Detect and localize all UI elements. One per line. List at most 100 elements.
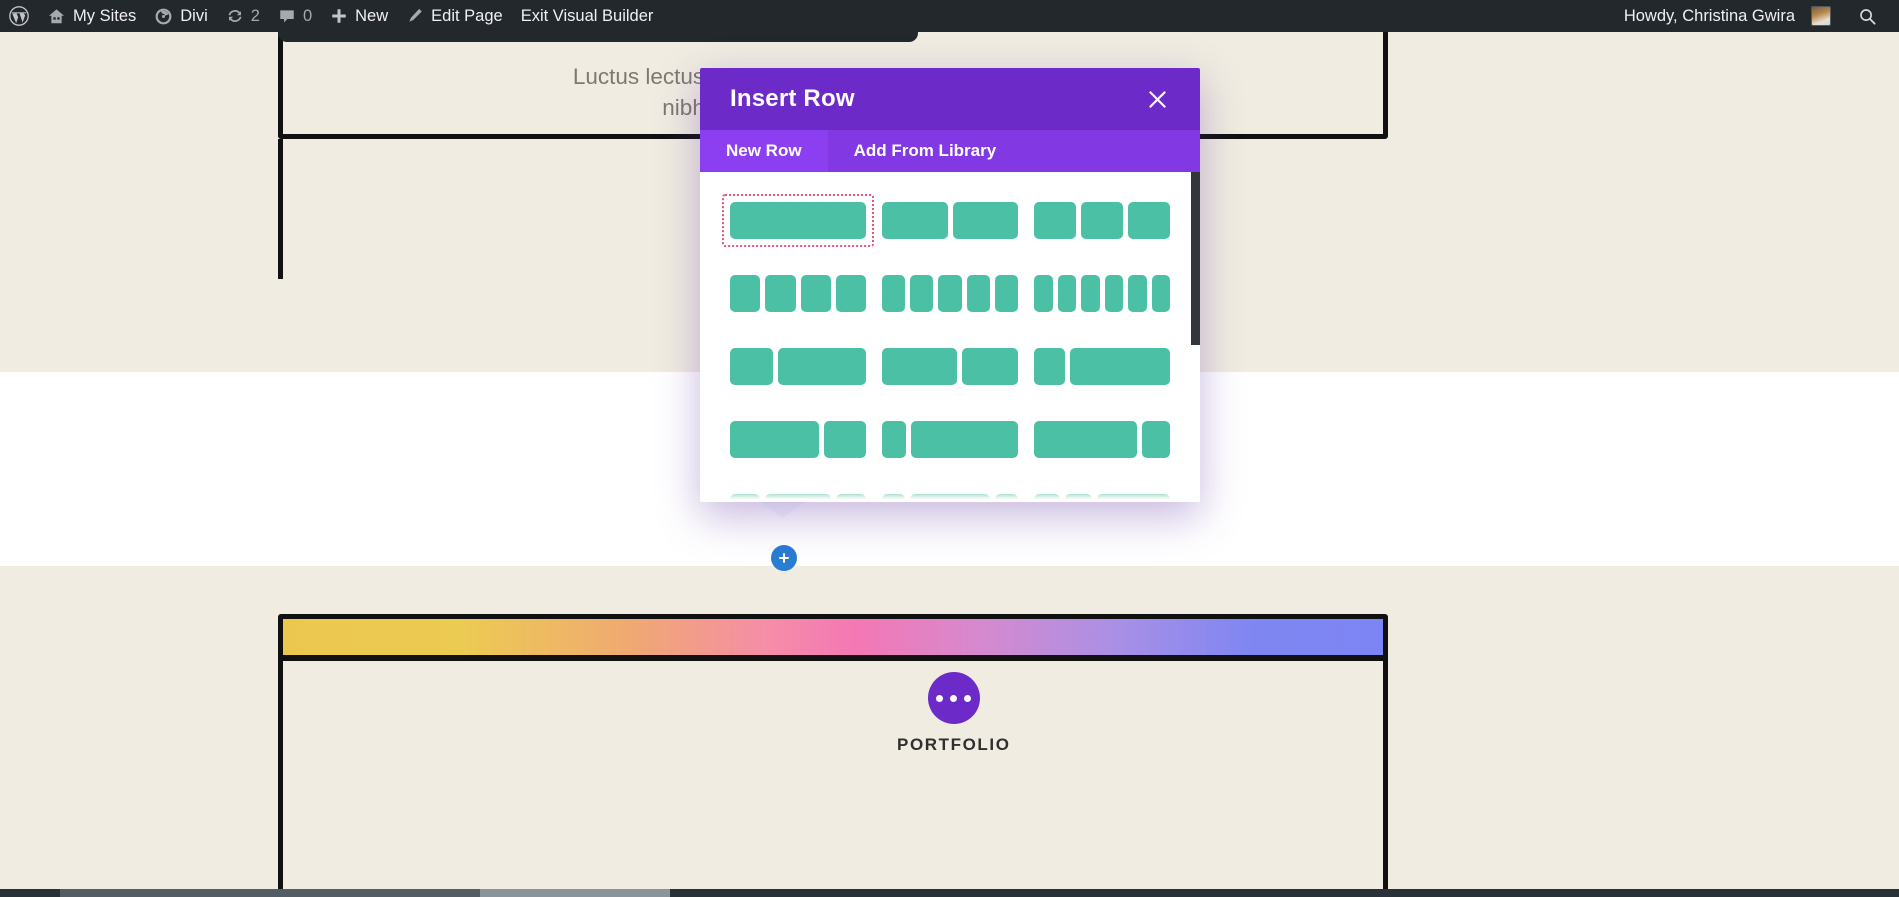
row-layout-option-1_3__1_3__1_3[interactable]	[1026, 194, 1178, 247]
row-layout-column	[730, 202, 866, 239]
adminbar-right: Howdy, Christina Gwira	[1615, 0, 1899, 32]
page-scrollbar-track[interactable]	[0, 889, 1899, 897]
row-layout-column	[730, 348, 774, 385]
row-layout-column	[1034, 275, 1053, 312]
row-layout-option-1_6__1_6__2_3[interactable]	[1026, 486, 1178, 502]
row-layout-column	[1034, 202, 1076, 239]
row-layout-column	[1104, 275, 1123, 312]
row-layout-column	[882, 421, 906, 458]
row-layout-column	[995, 494, 1018, 502]
row-layout-option-1_2__1_2[interactable]	[874, 194, 1026, 247]
row-layout-column	[765, 494, 831, 502]
row-layout-column	[909, 494, 991, 502]
row-layout-option-1_5__4_5[interactable]	[874, 413, 1026, 466]
row-layout-column	[1065, 494, 1092, 502]
divi-icon	[154, 7, 173, 26]
row-layout-column	[994, 275, 1019, 312]
row-layout-preview	[882, 202, 1018, 239]
gradient-underline	[283, 655, 1383, 661]
adminbar-label-edit-page: Edit Page	[431, 7, 503, 25]
row-layout-option-1_5__3_5__1_5[interactable]	[874, 486, 1026, 502]
row-layout-column	[1034, 494, 1061, 502]
row-layout-option-1_6__x6[interactable]	[1026, 267, 1178, 320]
adminbar-label-divi: Divi	[180, 7, 208, 25]
modal-scrollbar-track[interactable]	[1191, 172, 1200, 502]
row-layout-grid	[700, 194, 1200, 502]
modal-tabs: New Row Add From Library	[700, 130, 1200, 172]
row-layout-column	[1081, 275, 1100, 312]
row-layout-column	[882, 494, 905, 502]
row-layout-column	[882, 348, 957, 385]
updates-icon	[226, 7, 244, 25]
row-layout-option-4_4[interactable]	[722, 194, 874, 247]
row-layout-preview	[1034, 421, 1170, 458]
content-box-portfolio	[278, 614, 1388, 897]
page-scrollbar-thumb[interactable]	[60, 889, 480, 897]
portfolio-icon	[927, 672, 980, 724]
wp-admin-bar: My Sites Divi 2	[0, 0, 1899, 32]
row-layout-option-1_4__3_4[interactable]	[1026, 340, 1178, 393]
row-layout-column	[1034, 421, 1138, 458]
row-layout-preview	[1034, 202, 1170, 239]
tab-new-row[interactable]: New Row	[700, 130, 828, 172]
row-layout-column	[1128, 275, 1147, 312]
adminbar-label-new: New	[355, 7, 389, 25]
row-layout-column	[1069, 348, 1170, 385]
portfolio-blurb: PORTFOLIO	[897, 672, 1011, 755]
row-layout-column	[961, 348, 1018, 385]
row-layout-option-1_4__1_2__1_4[interactable]	[722, 486, 874, 502]
row-layout-option-2_5__3_5[interactable]	[874, 340, 1026, 393]
modal-scrollbar-thumb[interactable]	[1191, 172, 1200, 345]
row-layout-column	[765, 275, 796, 312]
row-layout-preview	[1034, 348, 1170, 385]
tab-add-from-library[interactable]: Add From Library	[827, 130, 1023, 172]
gradient-divider	[283, 619, 1383, 655]
row-layout-preview	[730, 275, 866, 312]
adminbar-item-exit-visual-builder[interactable]: Exit Visual Builder	[512, 0, 663, 32]
adminbar-label-exit-visual-builder: Exit Visual Builder	[520, 7, 654, 25]
insert-row-modal: Insert Row New Row Add From Library	[700, 68, 1200, 502]
row-layout-column	[824, 421, 866, 458]
row-layout-column	[730, 494, 761, 502]
row-layout-preview	[882, 348, 1018, 385]
page-scrollbar-thumb-secondary[interactable]	[480, 889, 670, 897]
sites-icon	[47, 7, 66, 26]
adminbar-count-updates: 2	[250, 7, 260, 25]
row-layout-option-1_3__2_3[interactable]	[722, 340, 874, 393]
modal-header: Insert Row	[700, 68, 1200, 130]
row-layout-column	[938, 275, 962, 312]
add-section-button-blue[interactable]	[771, 545, 797, 571]
row-layout-preview	[730, 494, 866, 502]
plus-icon	[330, 7, 348, 25]
adminbar-item-new[interactable]: New	[321, 0, 397, 32]
adminbar-item-search[interactable]	[1840, 0, 1893, 32]
row-layout-option-2_3__1_3[interactable]	[722, 413, 874, 466]
box-divider-left	[278, 139, 283, 279]
adminbar-item-updates[interactable]: 2	[217, 0, 269, 32]
row-layout-option-1_4__x4[interactable]	[722, 267, 874, 320]
adminbar-item-my-sites[interactable]: My Sites	[38, 0, 145, 32]
row-layout-preview	[1034, 494, 1170, 502]
adminbar-item-account[interactable]: Howdy, Christina Gwira	[1615, 0, 1840, 32]
adminbar-item-divi[interactable]: Divi	[145, 0, 217, 32]
row-layout-column	[1096, 494, 1170, 502]
adminbar-item-wp-logo[interactable]	[0, 0, 38, 32]
adminbar-greeting: Howdy, Christina Gwira	[1623, 7, 1795, 25]
row-layout-column	[730, 421, 820, 458]
row-layout-column	[835, 275, 866, 312]
modal-pointer-arrow	[760, 502, 804, 518]
row-layout-column	[882, 275, 906, 312]
row-layout-preview	[730, 348, 866, 385]
modal-body	[700, 172, 1200, 502]
row-layout-preview	[730, 421, 866, 458]
adminbar-label-my-sites: My Sites	[73, 7, 137, 25]
row-layout-option-1_5__x5[interactable]	[874, 267, 1026, 320]
row-layout-column	[1142, 421, 1170, 458]
adminbar-item-edit-page[interactable]: Edit Page	[397, 0, 512, 32]
comment-icon	[278, 7, 296, 25]
row-layout-column	[952, 202, 1018, 239]
modal-title: Insert Row	[730, 85, 855, 112]
row-layout-option-3_4__1_4[interactable]	[1026, 413, 1178, 466]
adminbar-item-comments[interactable]: 0	[269, 0, 321, 32]
close-icon[interactable]	[1142, 84, 1172, 114]
